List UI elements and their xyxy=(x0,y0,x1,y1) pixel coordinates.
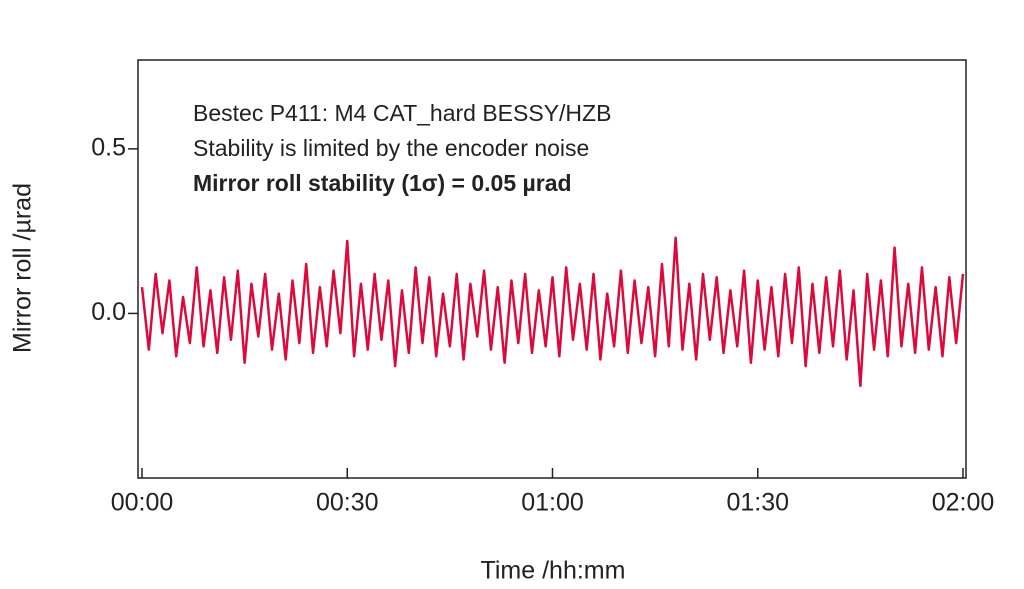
annotation: Stability is limited by the encoder nois… xyxy=(193,135,589,161)
annotation: Mirror roll stability (1σ) = 0.05 µrad xyxy=(193,170,572,196)
x-tick-label: 02:00 xyxy=(932,489,995,517)
x-tick-label: 01:30 xyxy=(726,489,789,517)
y-tick-label: 0.5 xyxy=(91,133,126,161)
x-axis-label: Time /hh:mm xyxy=(481,557,626,585)
x-tick-label: 00:30 xyxy=(316,489,379,517)
x-tick-label: 01:00 xyxy=(521,489,584,517)
y-axis-label: Mirror roll /µrad xyxy=(9,183,37,353)
data-line xyxy=(140,236,965,388)
y-tick-label: 0.0 xyxy=(91,298,126,326)
annotation: Bestec P411: M4 CAT_hard BESSY/HZB xyxy=(193,100,611,126)
x-tick-label: 00:00 xyxy=(111,489,174,517)
